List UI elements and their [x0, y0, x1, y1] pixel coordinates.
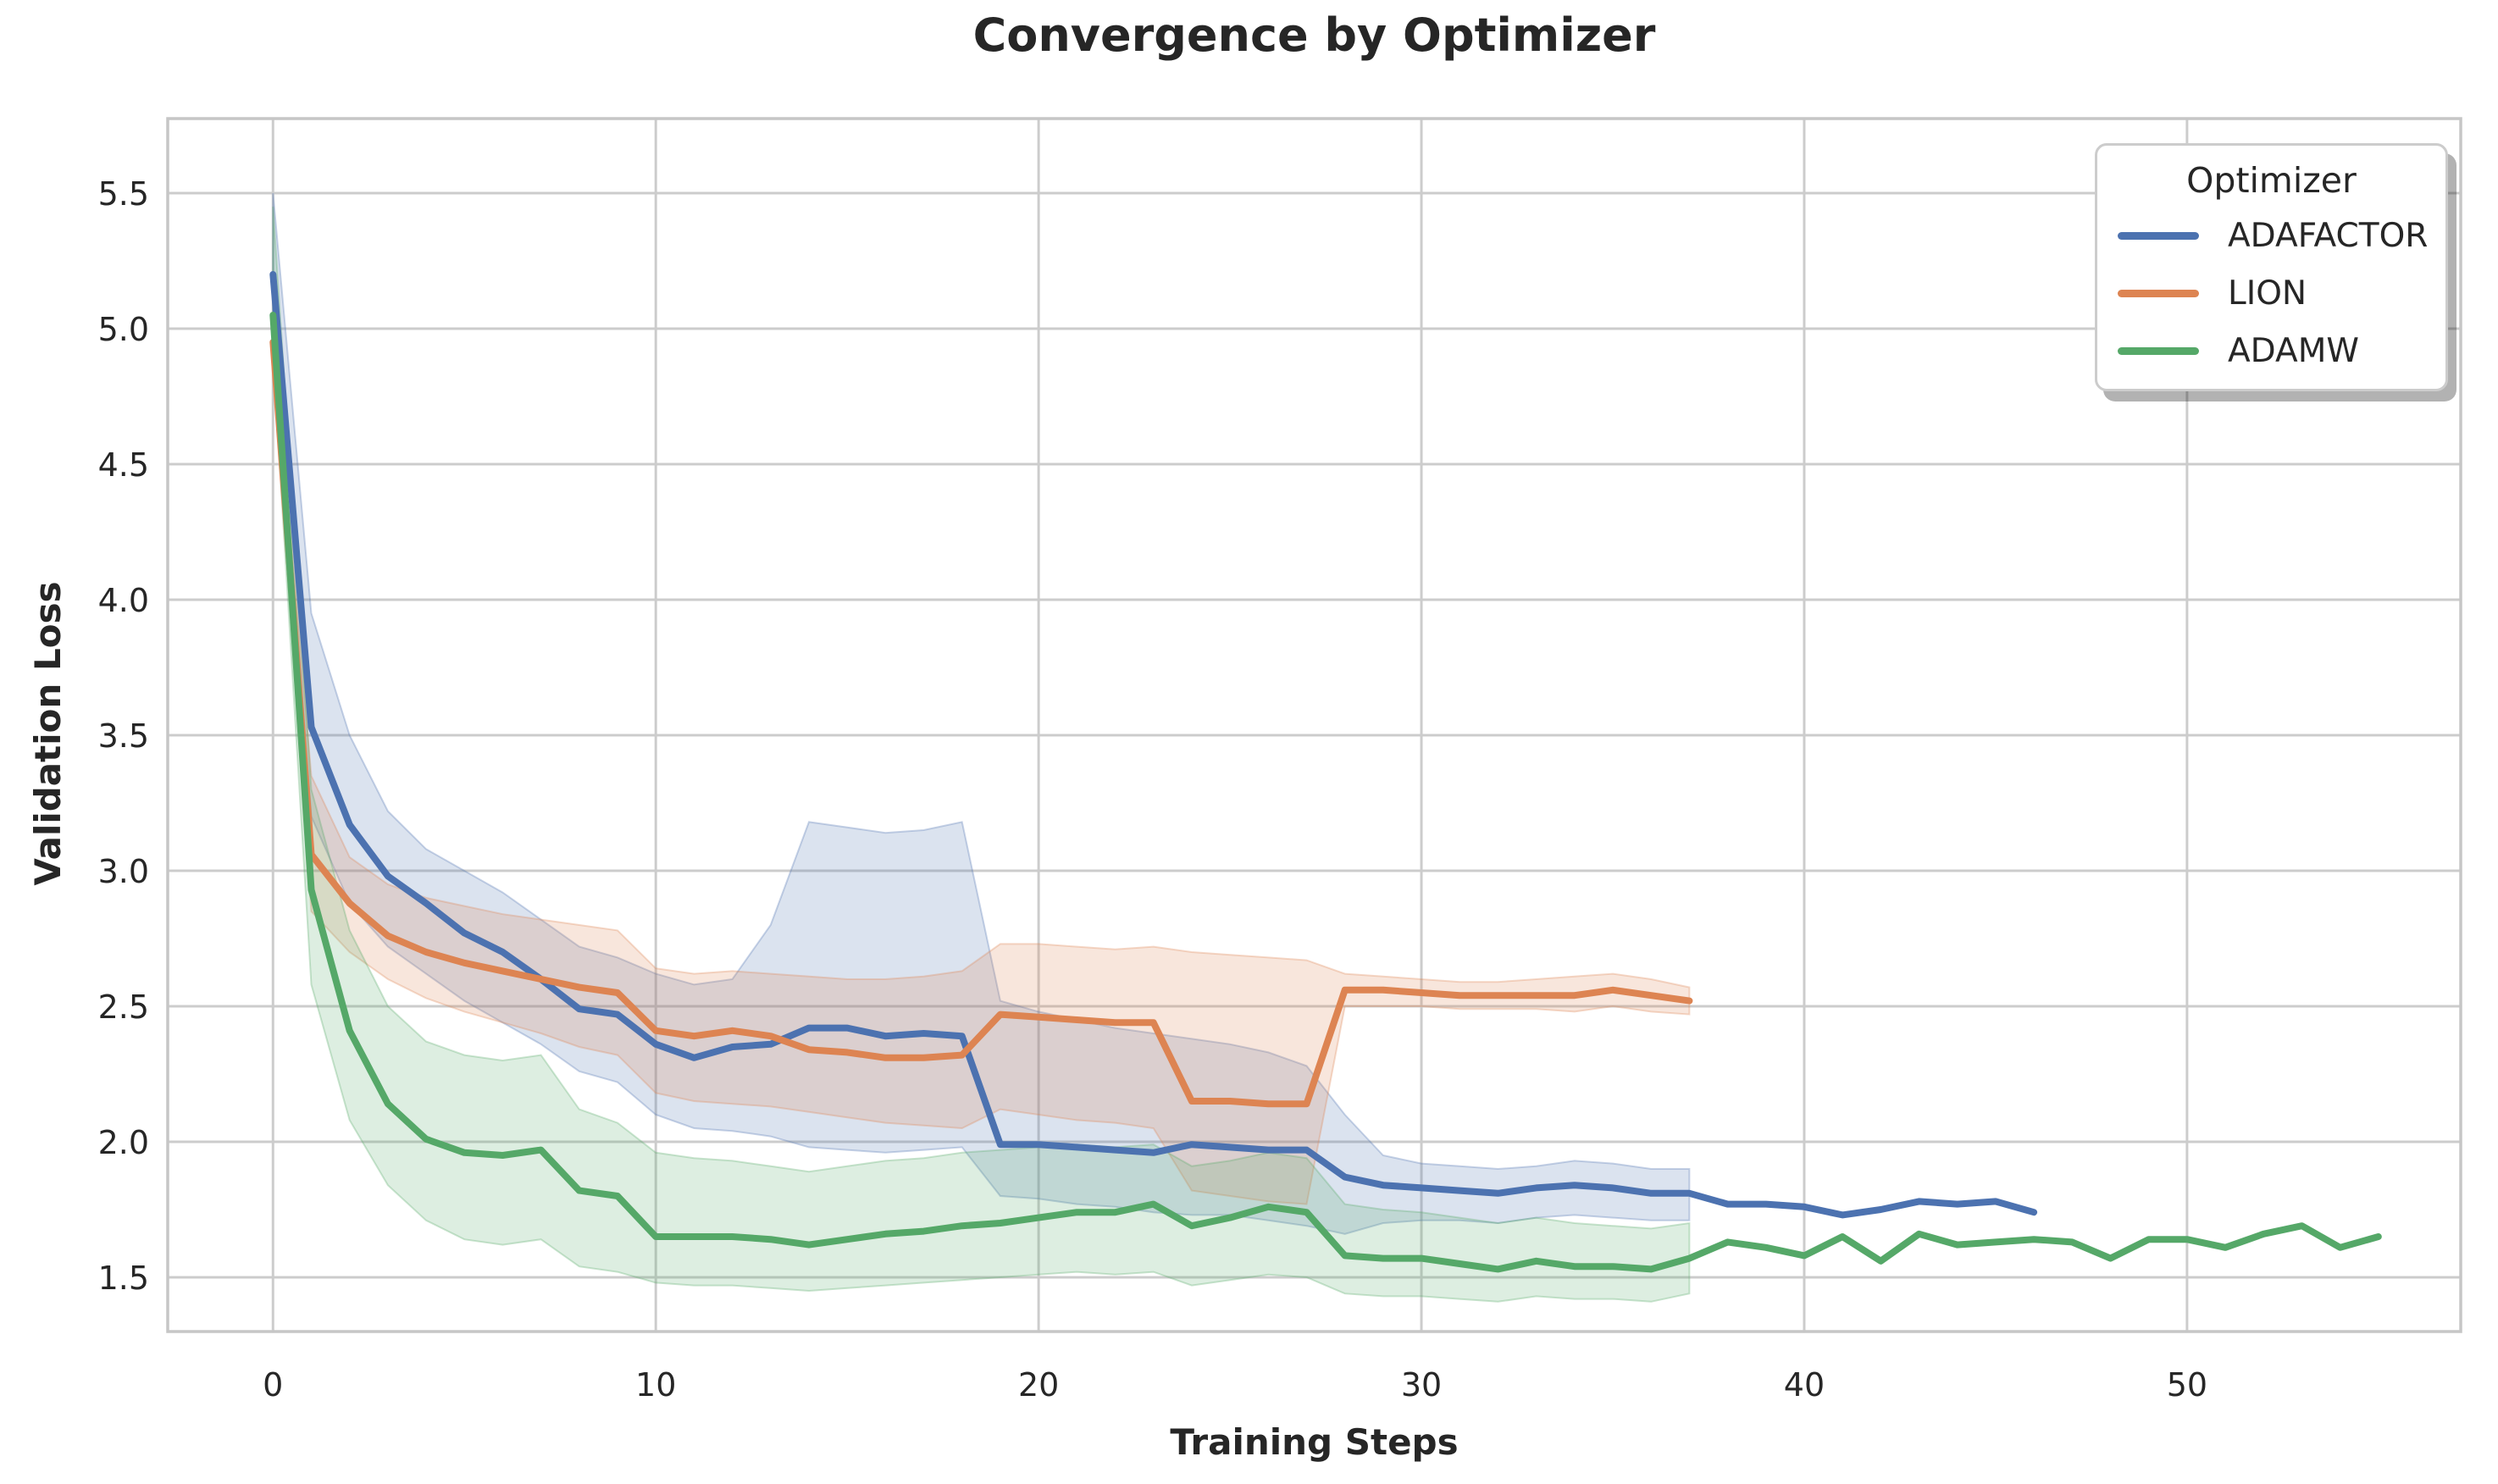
legend-swatch-lion: [2118, 289, 2199, 297]
y-tick-label: 4.0: [98, 582, 149, 619]
series-line-adamw: [269, 312, 2382, 1273]
x-tick-label: 0: [263, 1366, 283, 1404]
y-tick-label: 4.5: [98, 446, 149, 484]
x-tick-label: 50: [2167, 1366, 2207, 1404]
x-tick-label: 40: [1784, 1366, 1825, 1404]
legend-swatch-adafactor: [2118, 231, 2199, 240]
legend-item: LION: [2114, 264, 2429, 322]
y-tick-label: 5.5: [98, 175, 149, 213]
x-tick-label: 30: [1401, 1366, 1442, 1404]
y-tick-label: 1.5: [98, 1260, 149, 1297]
ci-band-adafactor: [272, 192, 1691, 1235]
legend: Optimizer ADAFACTOR LION ADAMW: [2095, 143, 2448, 391]
plot-frame: [166, 117, 2462, 1333]
y-tick-label: 5.0: [98, 311, 149, 348]
x-tick-label: 10: [635, 1366, 676, 1404]
y-tick-label: 3.0: [98, 853, 149, 890]
legend-label: LION: [2228, 274, 2307, 313]
legend-swatch-adamw: [2118, 346, 2199, 355]
y-tick-label: 3.5: [98, 717, 149, 755]
ci-band-adamw: [272, 206, 1691, 1303]
legend-item: ADAMW: [2114, 322, 2429, 379]
y-axis-label: Validation Loss: [27, 581, 69, 886]
x-tick-label: 20: [1018, 1366, 1059, 1404]
series-line-adafactor: [269, 271, 2038, 1219]
y-tick-label: 2.0: [98, 1124, 149, 1161]
x-axis-label: Training Steps: [1170, 1421, 1459, 1463]
ci-band-lion: [272, 328, 1691, 1205]
legend-title: Optimizer: [2186, 160, 2357, 201]
series-line-lion: [269, 339, 1693, 1108]
chart-title: Convergence by Optimizer: [972, 8, 1656, 62]
legend-item: ADAFACTOR: [2114, 207, 2429, 264]
y-tick-label: 2.5: [98, 988, 149, 1026]
legend-label: ADAFACTOR: [2228, 216, 2429, 255]
legend-label: ADAMW: [2228, 331, 2359, 370]
